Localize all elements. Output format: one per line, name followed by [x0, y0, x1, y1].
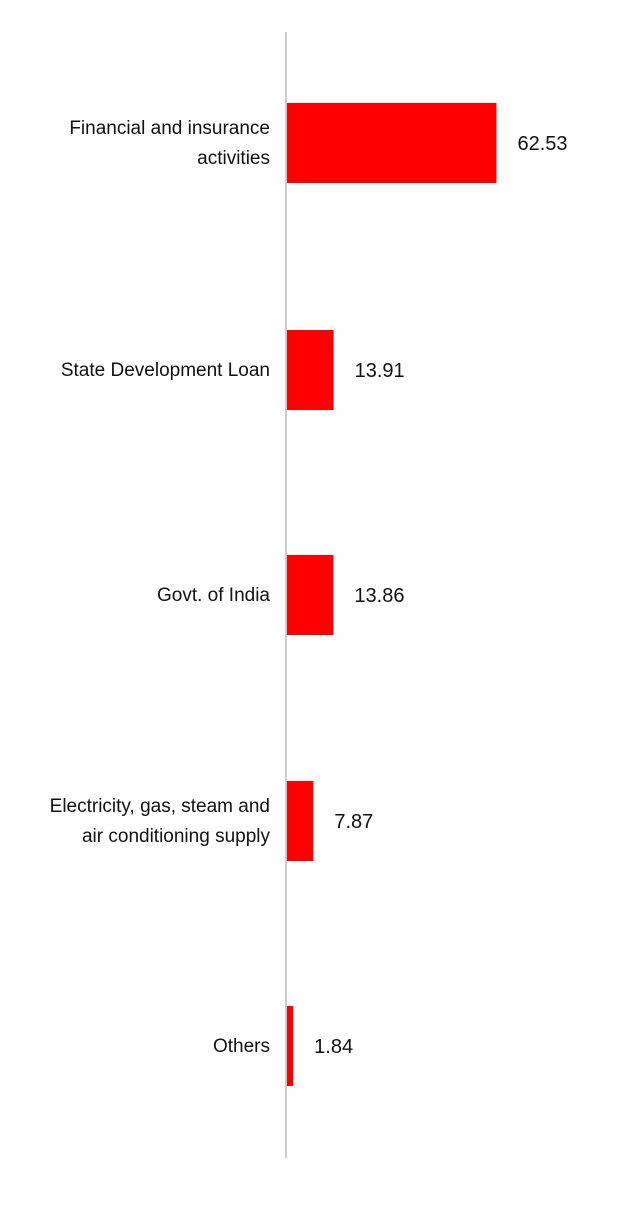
- bar-2: [287, 330, 334, 410]
- category-label-line: State Development Loan: [61, 360, 270, 381]
- category-label-1: Financial and insurance activities: [69, 118, 270, 169]
- value-label-5: 1.84: [314, 1036, 353, 1058]
- category-label-line: air conditioning supply: [82, 826, 271, 847]
- category-label-line: Govt. of India: [157, 585, 270, 606]
- category-label-line: activities: [197, 148, 270, 169]
- category-label-5: Others: [213, 1036, 270, 1057]
- category-label-3: Govt. of India: [157, 585, 270, 606]
- value-label-1: 62.53: [517, 133, 567, 155]
- category-label-line: Others: [213, 1036, 270, 1057]
- value-label-4: 7.87: [334, 811, 373, 833]
- value-label-2: 13.91: [355, 360, 405, 382]
- category-label-line: Financial and insurance: [69, 118, 270, 139]
- value-label-3: 13.86: [354, 585, 404, 607]
- bar-5: [287, 1006, 294, 1086]
- bar-1: [287, 103, 497, 183]
- bar-3: [287, 555, 334, 635]
- category-label-2: State Development Loan: [61, 360, 270, 381]
- category-label-4: Electricity, gas, steam and air condition…: [50, 796, 271, 847]
- bar-4: [287, 781, 314, 861]
- category-label-line: Electricity, gas, steam and: [50, 796, 270, 817]
